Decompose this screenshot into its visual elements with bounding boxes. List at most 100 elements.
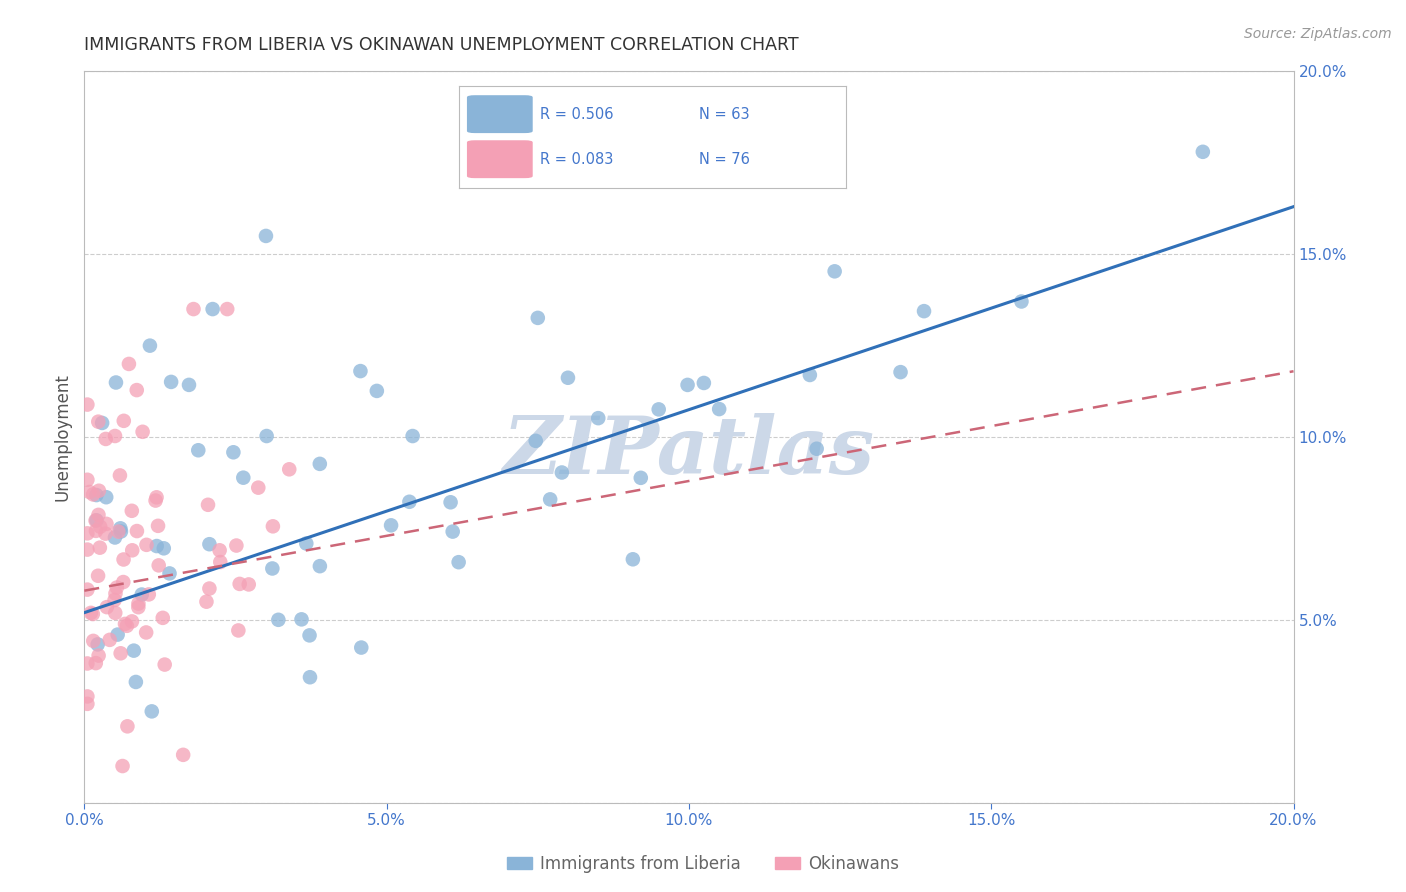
Point	[110, 521, 132, 535]
Point	[94, 432, 117, 446]
Point	[209, 555, 232, 569]
Point	[89, 519, 111, 533]
Point	[709, 402, 731, 417]
Point	[115, 619, 138, 633]
Point	[201, 301, 224, 317]
Point	[103, 593, 125, 607]
Point	[89, 541, 111, 555]
Point	[380, 518, 402, 533]
Point	[87, 568, 110, 582]
Point	[238, 577, 260, 591]
Point	[267, 613, 290, 627]
Point	[87, 483, 110, 498]
Point	[82, 607, 104, 621]
Point	[114, 616, 136, 631]
Point	[630, 471, 652, 485]
Point	[107, 627, 129, 641]
Point	[621, 552, 644, 566]
Point	[96, 600, 118, 615]
Point	[557, 370, 579, 384]
Point	[76, 542, 98, 557]
Point	[232, 471, 254, 485]
Point	[86, 637, 108, 651]
Point	[76, 526, 98, 541]
Point	[87, 415, 110, 429]
Point	[349, 364, 371, 378]
Point	[350, 640, 373, 655]
Point	[152, 611, 174, 625]
Point	[121, 504, 143, 518]
Point	[198, 537, 221, 551]
Point	[127, 597, 149, 611]
Point	[96, 490, 118, 504]
Point	[82, 487, 104, 501]
Text: ZIPatlas: ZIPatlas	[503, 413, 875, 491]
Point	[247, 481, 270, 495]
Point	[79, 485, 101, 500]
Point	[112, 552, 135, 566]
Point	[278, 462, 301, 476]
Point	[98, 632, 121, 647]
Point	[148, 558, 170, 573]
Point	[135, 625, 157, 640]
Point	[84, 656, 107, 670]
Point	[94, 526, 117, 541]
Point	[222, 445, 245, 459]
Point	[648, 402, 671, 417]
Point	[104, 429, 127, 443]
Point	[195, 595, 218, 609]
Point	[122, 643, 145, 657]
Point	[693, 376, 716, 390]
Point	[447, 555, 470, 569]
Point	[145, 539, 167, 553]
Point	[91, 416, 114, 430]
Text: IMMIGRANTS FROM LIBERIA VS OKINAWAN UNEMPLOYMENT CORRELATION CHART: IMMIGRANTS FROM LIBERIA VS OKINAWAN UNEM…	[84, 36, 799, 54]
Point	[309, 559, 332, 574]
Point	[588, 411, 610, 425]
Point	[104, 376, 127, 390]
Point	[228, 624, 250, 638]
Point	[824, 264, 846, 278]
Point	[298, 628, 321, 642]
Point	[551, 466, 574, 480]
Point	[441, 524, 464, 539]
Point	[912, 304, 935, 318]
Point	[228, 577, 250, 591]
Point	[256, 429, 278, 443]
Point	[290, 612, 312, 626]
Point	[87, 648, 110, 663]
Point	[138, 587, 160, 601]
Point	[110, 524, 132, 539]
Point	[86, 513, 108, 527]
Point	[76, 398, 98, 412]
Point	[131, 425, 153, 439]
Point	[198, 582, 221, 596]
Point	[183, 301, 205, 317]
Point	[76, 582, 98, 597]
Point	[1192, 145, 1215, 159]
Point	[145, 493, 167, 508]
Point	[159, 566, 181, 581]
Point	[398, 495, 420, 509]
Point	[217, 301, 239, 317]
Point	[254, 228, 277, 243]
Point	[104, 586, 127, 600]
Point	[121, 543, 143, 558]
Point	[401, 429, 423, 443]
Point	[110, 646, 132, 660]
Point	[82, 633, 104, 648]
Point	[146, 519, 169, 533]
Point	[145, 491, 167, 505]
Point	[125, 524, 148, 538]
Point	[890, 365, 912, 379]
Point	[177, 377, 200, 392]
Point	[172, 747, 194, 762]
Point	[105, 581, 128, 595]
Point	[262, 519, 284, 533]
Point	[76, 697, 98, 711]
Point	[524, 434, 547, 448]
Point	[112, 414, 135, 428]
Point	[131, 588, 153, 602]
Point	[76, 473, 98, 487]
Point	[799, 368, 821, 382]
